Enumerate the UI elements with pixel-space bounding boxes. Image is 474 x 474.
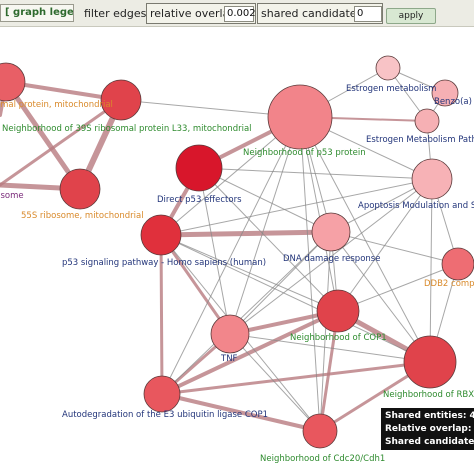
graph-node-p53nbh[interactable] (267, 84, 333, 150)
filter-toolbar: [ graph legend ] filter edges: relative … (0, 0, 474, 27)
shared-entities-text: Shared entities: 48 (385, 411, 474, 421)
graph-edge-strong[interactable] (160, 392, 322, 433)
graph-edge[interactable] (229, 178, 433, 335)
graph-edge[interactable] (299, 116, 431, 363)
graph-edge[interactable] (160, 234, 339, 312)
graph-edge[interactable] (198, 167, 339, 312)
graph-edge-strong[interactable] (160, 309, 340, 396)
relative-overlap-text: Relative overlap: 0. (385, 424, 474, 434)
graph-edge[interactable] (319, 231, 332, 432)
graph-edge[interactable] (198, 167, 332, 233)
graph-edge-strong[interactable] (159, 233, 164, 396)
apply-button[interactable]: apply (386, 8, 436, 24)
graph-edge[interactable] (161, 231, 332, 395)
node-label-apoptosis[interactable]: Apoptosis Modulation and S (358, 201, 474, 211)
shared-candidates-label: shared candidates: (261, 7, 367, 20)
relative-overlap-input[interactable]: 0.002 (224, 6, 256, 22)
graph-labels: ribosomal protein, mitochondrial Neighbor… (0, 84, 474, 464)
graph-edge[interactable] (337, 263, 459, 312)
shared-candidates-input[interactable]: 0 (354, 6, 382, 22)
node-label-dna[interactable]: DNA damage response (283, 254, 380, 264)
node-label-estrogen[interactable]: Estrogen metabolism (346, 84, 436, 94)
graph-legend-button[interactable]: [ graph legend ] (0, 4, 74, 22)
graph-node-benzo[interactable] (431, 79, 459, 107)
graph-edge-strong[interactable] (160, 360, 432, 396)
graph-edge-strong[interactable] (158, 229, 334, 238)
graph-edge[interactable] (429, 178, 433, 363)
graph-node-estrogen-path[interactable] (414, 108, 440, 134)
graph-node-auto[interactable] (143, 375, 181, 413)
graph-node-55s[interactable] (59, 168, 101, 210)
graph-edge[interactable] (337, 178, 433, 312)
graph-edge[interactable] (160, 234, 431, 363)
graph-edge[interactable] (229, 333, 321, 432)
graph-edge[interactable] (198, 167, 433, 180)
graph-edge[interactable] (330, 231, 431, 363)
graph-edge-strong[interactable] (0, 98, 123, 187)
graph-edge[interactable] (161, 116, 301, 395)
node-label-p53nbh[interactable]: Neighborhood of p53 protein (243, 148, 366, 158)
node-label-estrogen-path[interactable]: Estrogen Metabolism Path (366, 135, 474, 145)
graph-edge[interactable] (299, 116, 321, 432)
node-label-cop1[interactable]: Neighborhood of COP1 (290, 333, 387, 343)
graph-node-ddb2[interactable] (441, 247, 474, 281)
node-label-39s[interactable]: Neighborhood of 39S ribosomal protein L3… (2, 124, 252, 134)
graph-node-direct[interactable] (175, 144, 223, 192)
shared-candidates-text: Shared candidates: (385, 437, 474, 447)
relative-overlap-group: relative overlap: 0.002 (146, 3, 256, 24)
graph-node-apoptosis[interactable] (411, 158, 453, 200)
node-label-cdc20[interactable]: Neighborhood of Cdc20/Cdh1 (260, 454, 385, 464)
graph-node-dna[interactable] (311, 212, 351, 252)
graph-node-topleft[interactable] (0, 62, 26, 102)
node-label-mito-ribo[interactable]: ribosomal protein, mitochondrial (0, 100, 113, 110)
node-label-tnf[interactable]: TNF (220, 354, 238, 364)
node-label-auto[interactable]: Autodegradation of the E3 ubiquitin liga… (62, 410, 268, 420)
node-label-ddb2[interactable]: DDB2 complex (424, 279, 474, 289)
graph-node-mito-ribo[interactable] (100, 79, 142, 121)
node-label-benzo[interactable]: Benzo(a) (434, 97, 472, 107)
node-label-rbx[interactable]: Neighborhood of RBX1 (383, 390, 474, 400)
node-label-ribosome[interactable]: ribosome (0, 191, 24, 201)
node-label-pathway[interactable]: p53 signaling pathway - Homo sapiens (hu… (62, 258, 266, 268)
edge-info-tooltip: Shared entities: 48 Relative overlap: 0.… (381, 408, 474, 450)
graph-node-cdc20[interactable] (302, 413, 338, 449)
graph-node-pathway[interactable] (140, 214, 182, 256)
filter-edges-label: filter edges: (84, 7, 151, 20)
graph-edge[interactable] (299, 116, 339, 312)
graph-edge[interactable] (330, 231, 459, 265)
graph-edge[interactable] (198, 167, 231, 335)
graph-edge[interactable] (229, 333, 431, 363)
graph-nodes (0, 55, 474, 449)
graph-node-cop1[interactable] (316, 289, 360, 333)
graph-edge[interactable] (160, 178, 433, 236)
graph-node-estrogen[interactable] (375, 55, 401, 81)
graph-edge[interactable] (229, 231, 332, 335)
relative-overlap-label: relative overlap: (150, 7, 241, 20)
graph-node-rbx[interactable] (403, 335, 457, 389)
node-label-55s[interactable]: 55S ribosome, mitochondrial (21, 211, 144, 221)
node-label-direct[interactable]: Direct p53 effectors (157, 195, 242, 205)
graph-node-tnf[interactable] (210, 314, 250, 354)
graph-edge-strong[interactable] (3, 79, 83, 192)
graph-edge[interactable] (229, 116, 301, 335)
network-graph[interactable]: ribosomal protein, mitochondrial Neighbor… (0, 27, 474, 474)
shared-candidates-group: shared candidates: 0 (257, 3, 383, 24)
